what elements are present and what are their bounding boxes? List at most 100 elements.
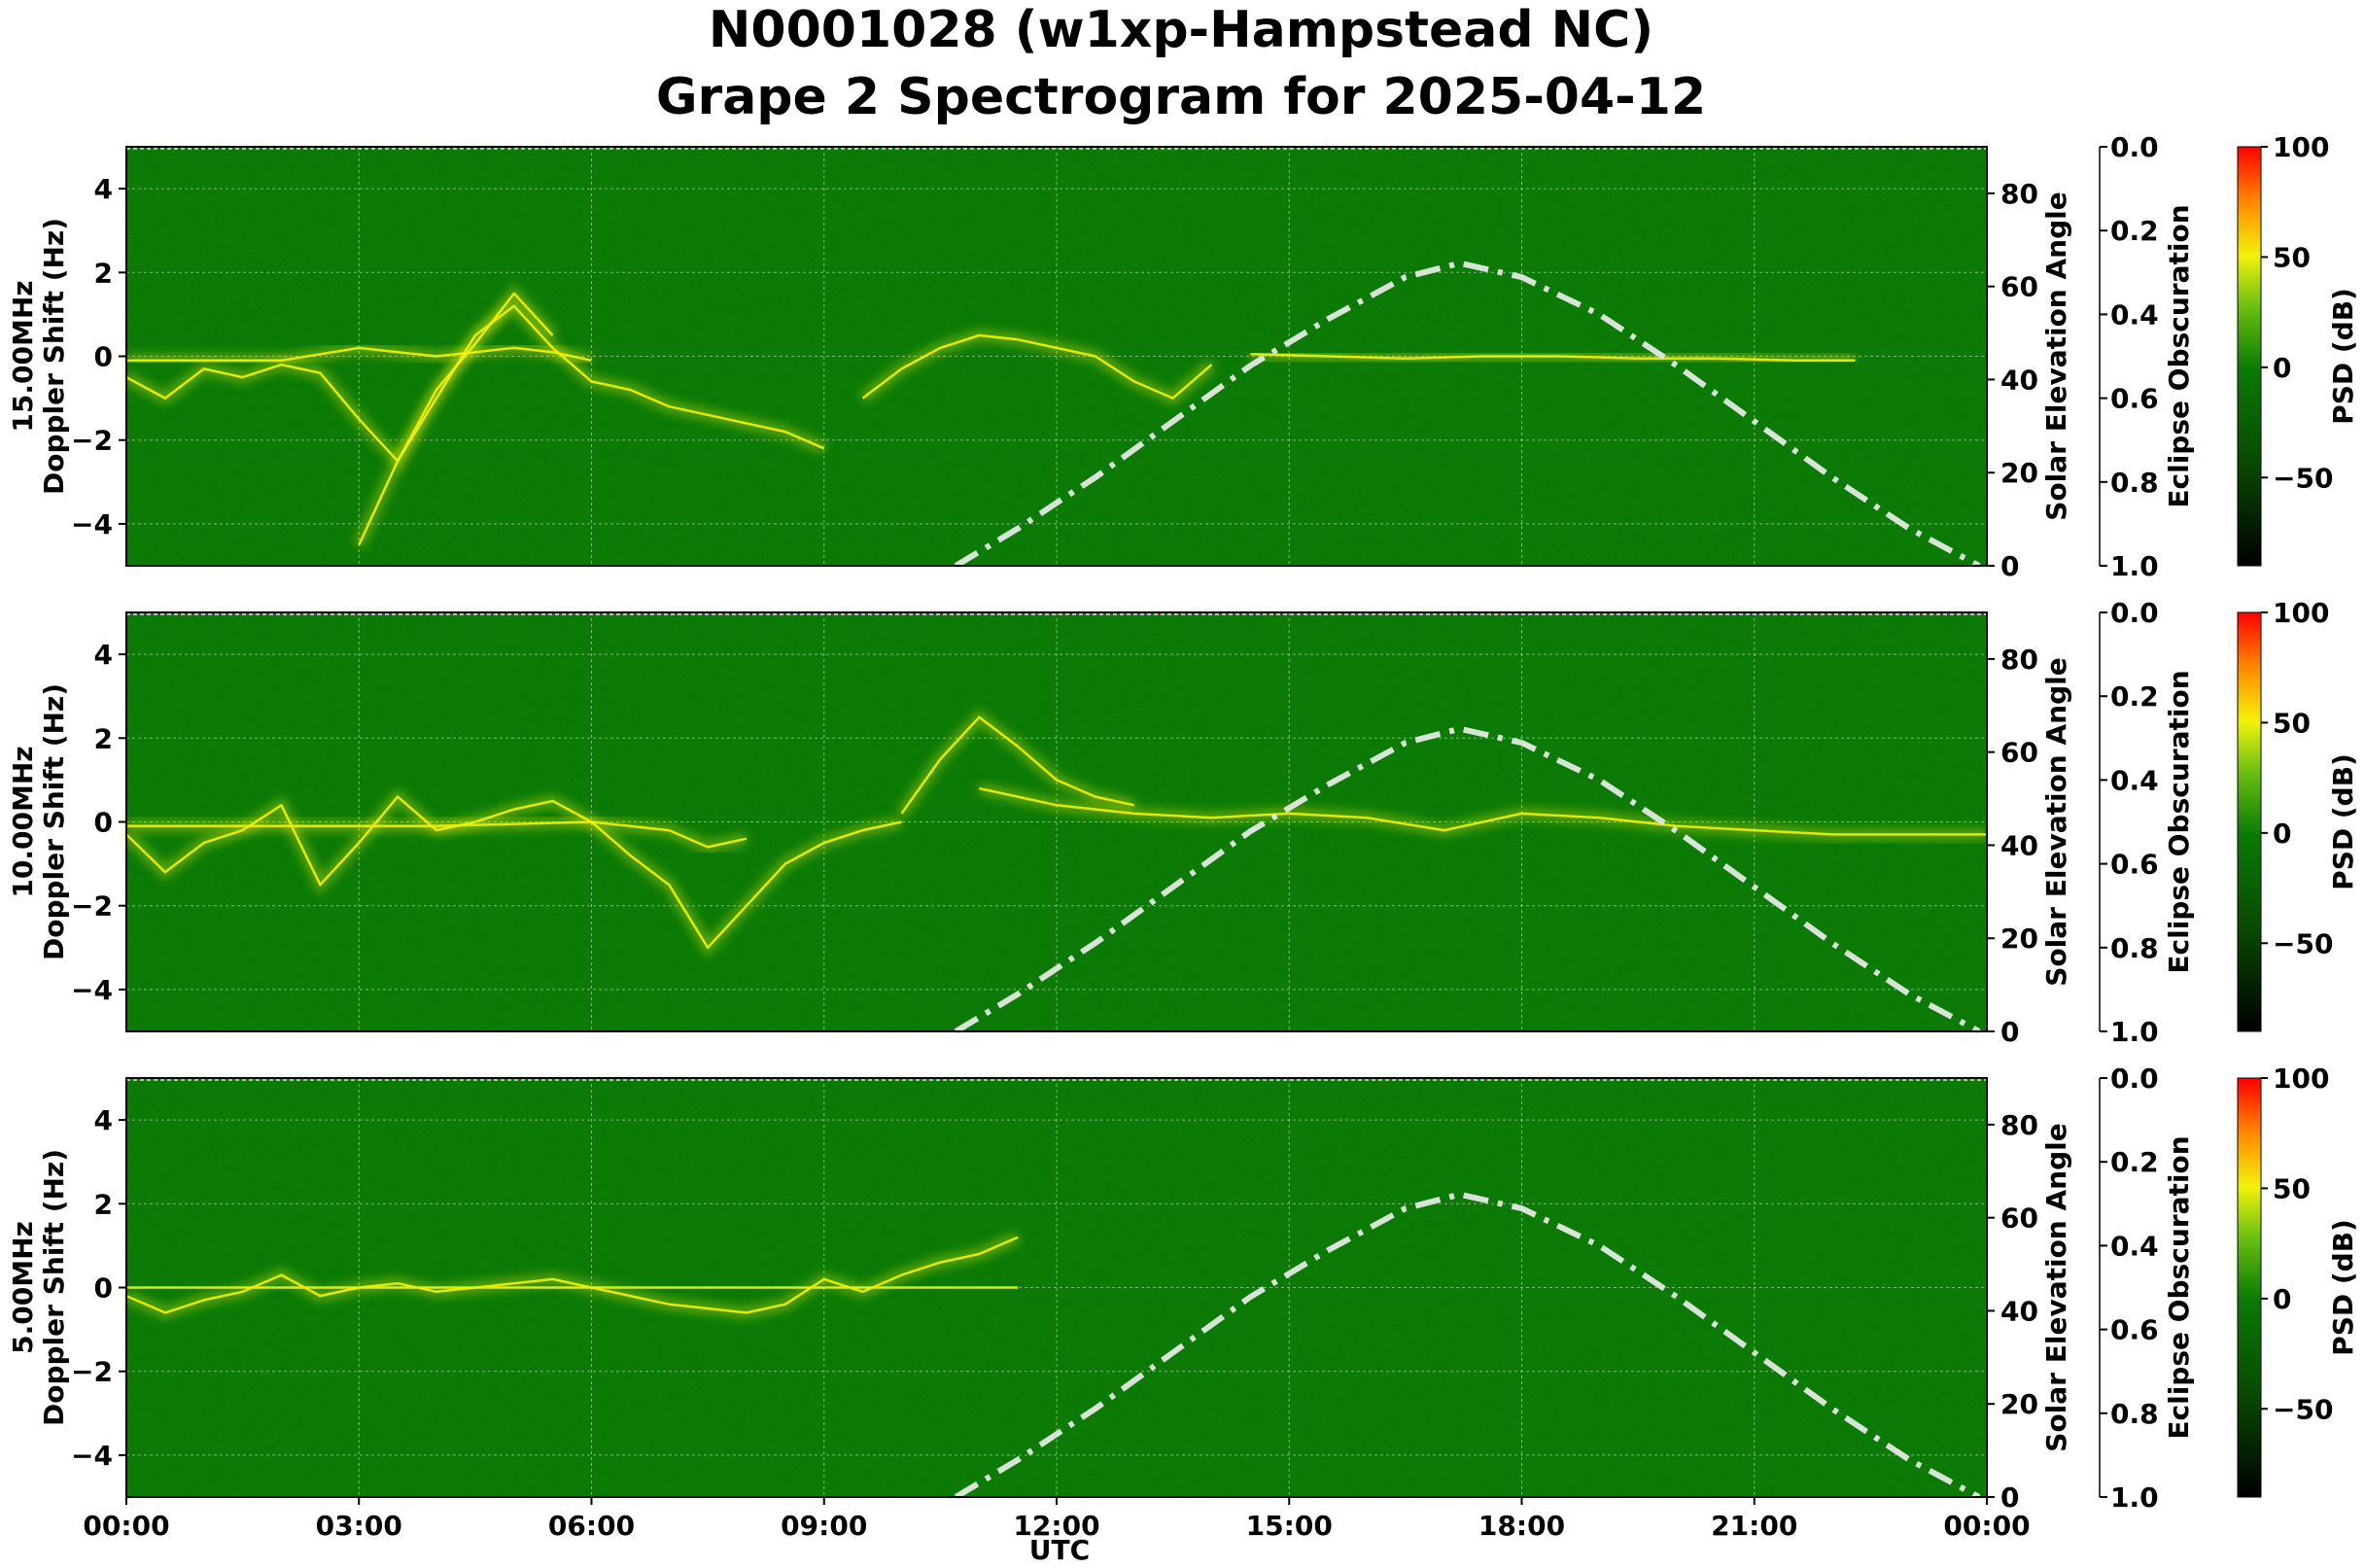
eclipse-tick-label: 0.4 <box>2110 1230 2159 1262</box>
y-tick-label: 2 <box>94 1188 113 1220</box>
x-tick-label: 06:00 <box>548 1510 635 1542</box>
eclipse-tick-label: 0.8 <box>2110 467 2159 499</box>
signal-trace <box>1250 353 1856 363</box>
elevation-tick-label: 20 <box>2000 457 2038 489</box>
eclipse-tick-label: 1.0 <box>2110 550 2159 582</box>
y-tick-label: −2 <box>71 425 113 457</box>
signal-trace <box>979 786 1987 836</box>
eclipse-tick-label: 0.8 <box>2110 1398 2159 1430</box>
signal-trace <box>126 346 592 363</box>
elevation-tick-label: 0 <box>2000 550 2019 582</box>
elevation-tick-label: 40 <box>2000 1295 2038 1327</box>
psd-colorbar <box>2237 611 2262 1032</box>
elevation-tick-label: 40 <box>2000 364 2038 396</box>
colorbar-tick-label: −50 <box>2273 462 2333 494</box>
elevation-tick-label: 80 <box>2000 178 2038 210</box>
eclipse-tick-label: 0.6 <box>2110 1314 2159 1346</box>
band-label: 10.00MHz <box>7 746 39 897</box>
y-tick-label: −2 <box>71 1356 113 1388</box>
y-tick-label: −4 <box>71 508 113 540</box>
y-tick-label: 2 <box>94 257 113 289</box>
eclipse-tick-label: 0.0 <box>2110 131 2159 163</box>
eclipse-tick-label: 0.2 <box>2110 1146 2159 1178</box>
eclipse-tick-label: 0.0 <box>2110 1063 2159 1095</box>
y-tick-label: −4 <box>71 1440 113 1472</box>
psd-label: PSD (dB) <box>2327 288 2359 425</box>
elevation-tick-label: 0 <box>2000 1016 2019 1048</box>
elevation-tick-label: 20 <box>2000 923 2038 955</box>
y-tick-label: 0 <box>94 807 113 839</box>
elevation-tick-label: 80 <box>2000 644 2038 676</box>
eclipse-tick-label: 0.6 <box>2110 383 2159 415</box>
elevation-tick-label: 0 <box>2000 1481 2019 1514</box>
eclipse-tick-label: 0.2 <box>2110 215 2159 247</box>
eclipse-tick-label: 0.4 <box>2110 764 2159 796</box>
colorbar-tick-label: −50 <box>2273 1393 2333 1425</box>
solar-elevation-label: Solar Elevation Angle <box>2040 192 2072 520</box>
signal-trace <box>126 820 748 849</box>
panel-5.00MHz: 420−2−45.00MHz Doppler Shift (Hz)02040608… <box>7 1063 2359 1514</box>
elevation-tick-label: 80 <box>2000 1109 2038 1141</box>
eclipse-obscuration-label: Eclipse Obscuration <box>2163 1135 2195 1439</box>
colorbar-tick-label: −50 <box>2273 927 2333 959</box>
x-tick-label: 00:00 <box>83 1510 169 1542</box>
panels-group: 420−2−415.00MHz Doppler Shift (Hz)0204060… <box>7 131 2359 1514</box>
eclipse-tick-label: 0.2 <box>2110 680 2159 713</box>
psd-label: PSD (dB) <box>2327 1219 2359 1356</box>
colorbar-tick-label: 100 <box>2273 131 2329 163</box>
elevation-tick-label: 60 <box>2000 271 2038 303</box>
eclipse-tick-label: 1.0 <box>2110 1481 2159 1514</box>
y-tick-label: −4 <box>71 974 113 1006</box>
eclipse-tick-label: 0.4 <box>2110 298 2159 331</box>
colorbar-tick-label: 0 <box>2273 818 2291 850</box>
colorbar-tick-label: 50 <box>2273 1172 2311 1204</box>
signal-trace <box>358 292 554 546</box>
solar-elevation-curve <box>954 725 1981 1034</box>
x-tick-label: 18:00 <box>1478 1510 1565 1542</box>
signal-trace <box>900 715 1135 815</box>
y-tick-label: 0 <box>94 1272 113 1305</box>
colorbar-tick-label: 50 <box>2273 241 2311 273</box>
band-label: 5.00MHz <box>7 1221 39 1354</box>
y-tick-label: 2 <box>94 722 113 754</box>
elevation-tick-label: 60 <box>2000 1202 2038 1235</box>
x-tick-label: 15:00 <box>1246 1510 1333 1542</box>
band-label: 15.00MHz <box>7 280 39 432</box>
x-tick-label: 00:00 <box>1943 1510 2030 1542</box>
eclipse-obscuration-label: Eclipse Obscuration <box>2163 204 2195 507</box>
psd-label: PSD (dB) <box>2327 753 2359 890</box>
signal-trace <box>861 333 1213 400</box>
eclipse-tick-label: 0.0 <box>2110 597 2159 629</box>
solar-elevation-curve <box>954 260 1981 569</box>
x-tick-label: 21:00 <box>1711 1510 1797 1542</box>
doppler-axis-label: Doppler Shift (Hz) <box>38 683 70 960</box>
colorbar-tick-label: 100 <box>2273 597 2329 629</box>
doppler-axis-label: Doppler Shift (Hz) <box>38 218 70 495</box>
colorbar-tick-label: 50 <box>2273 707 2311 739</box>
figure-title-line1: N0001028 (w1xp-Hampstead NC) <box>709 1 1653 59</box>
figure-title-line2: Grape 2 Spectrogram for 2025-04-12 <box>656 68 1706 126</box>
colorbar-tick-label: 100 <box>2273 1063 2329 1095</box>
y-tick-label: −2 <box>71 890 113 923</box>
psd-colorbar <box>2237 1077 2262 1498</box>
solar-elevation-curve <box>954 1191 1981 1500</box>
eclipse-tick-label: 1.0 <box>2110 1016 2159 1048</box>
solar-elevation-label: Solar Elevation Angle <box>2040 1123 2072 1451</box>
eclipse-tick-label: 0.6 <box>2110 849 2159 881</box>
panel-10.00MHz: 420−2−410.00MHz Doppler Shift (Hz)0204060… <box>7 597 2359 1048</box>
elevation-tick-label: 40 <box>2000 829 2038 861</box>
y-tick-label: 4 <box>94 1104 113 1136</box>
elevation-tick-label: 20 <box>2000 1388 2038 1420</box>
x-tick-label: 03:00 <box>316 1510 402 1542</box>
x-tick-label: 12:00 <box>1013 1510 1099 1542</box>
elevation-tick-label: 60 <box>2000 737 2038 769</box>
doppler-axis-label: Doppler Shift (Hz) <box>38 1149 70 1426</box>
panel-15.00MHz: 420−2−415.00MHz Doppler Shift (Hz)0204060… <box>7 131 2359 582</box>
x-axis-label: UTC <box>1029 1534 1090 1566</box>
colorbar-tick-label: 0 <box>2273 1283 2291 1315</box>
psd-colorbar <box>2237 146 2262 567</box>
eclipse-obscuration-label: Eclipse Obscuration <box>2163 670 2195 973</box>
solar-elevation-label: Solar Elevation Angle <box>2040 657 2072 986</box>
eclipse-tick-label: 0.8 <box>2110 932 2159 964</box>
